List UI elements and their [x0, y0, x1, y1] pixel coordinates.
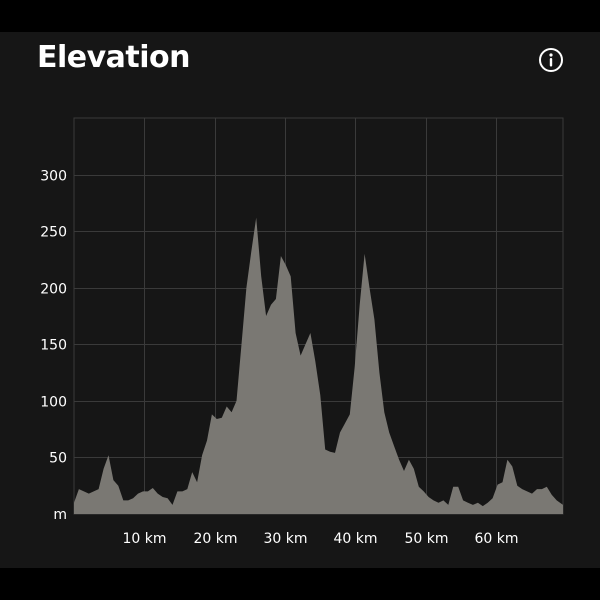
x-tick-label: 60 km [474, 531, 518, 547]
elevation-chart: 50 100 150 200 250 300 10 km 20 km 30 km 40 km 50 … [40, 117, 564, 547]
x-tick-label: 40 km [333, 531, 377, 547]
y-tick-label: 150 [40, 338, 67, 354]
y-tick-label: 200 [40, 282, 67, 298]
x-tick-label: 20 km [193, 531, 237, 547]
x-tick-label: 10 km [122, 531, 166, 547]
y-unit-label: m [53, 507, 67, 523]
y-tick-label: 300 [40, 169, 67, 185]
x-tick-label: 50 km [404, 531, 448, 547]
info-icon[interactable] [538, 47, 564, 73]
x-tick-label: 30 km [263, 531, 307, 547]
elevation-panel: Elevation 50 100 150 200 250 300 10 km 20 km 30 … [0, 32, 600, 568]
y-tick-label: 100 [40, 395, 67, 411]
y-tick-label: 50 [49, 451, 67, 467]
chart-title: Elevation [37, 40, 191, 75]
y-tick-label: 250 [40, 225, 67, 241]
elevation-area-series [74, 217, 563, 514]
